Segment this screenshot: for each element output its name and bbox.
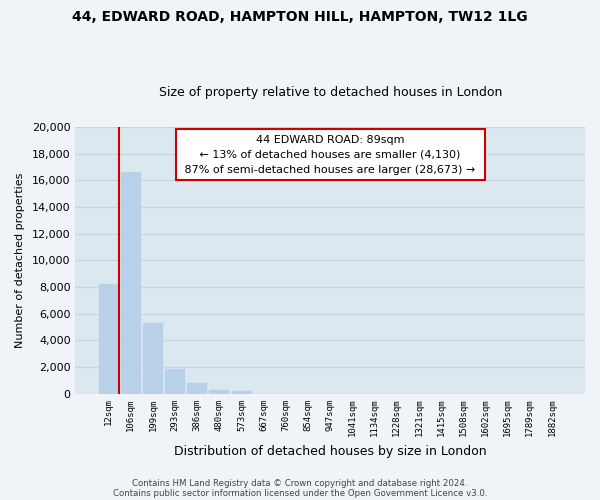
Text: Contains public sector information licensed under the Open Government Licence v3: Contains public sector information licen… — [113, 488, 487, 498]
Text: 44, EDWARD ROAD, HAMPTON HILL, HAMPTON, TW12 1LG: 44, EDWARD ROAD, HAMPTON HILL, HAMPTON, … — [72, 10, 528, 24]
Bar — [209, 390, 229, 394]
Bar — [165, 369, 185, 394]
Text: 44 EDWARD ROAD: 89sqm  
 ← 13% of detached houses are smaller (4,130) 
 87% of s: 44 EDWARD ROAD: 89sqm ← 13% of detached … — [181, 135, 479, 174]
Bar — [98, 284, 119, 394]
Bar — [143, 323, 163, 394]
Bar — [187, 384, 207, 394]
Y-axis label: Number of detached properties: Number of detached properties — [15, 172, 25, 348]
Text: Contains HM Land Registry data © Crown copyright and database right 2024.: Contains HM Land Registry data © Crown c… — [132, 478, 468, 488]
X-axis label: Distribution of detached houses by size in London: Distribution of detached houses by size … — [174, 444, 487, 458]
Bar — [121, 172, 141, 394]
Title: Size of property relative to detached houses in London: Size of property relative to detached ho… — [158, 86, 502, 100]
Bar — [232, 391, 251, 394]
